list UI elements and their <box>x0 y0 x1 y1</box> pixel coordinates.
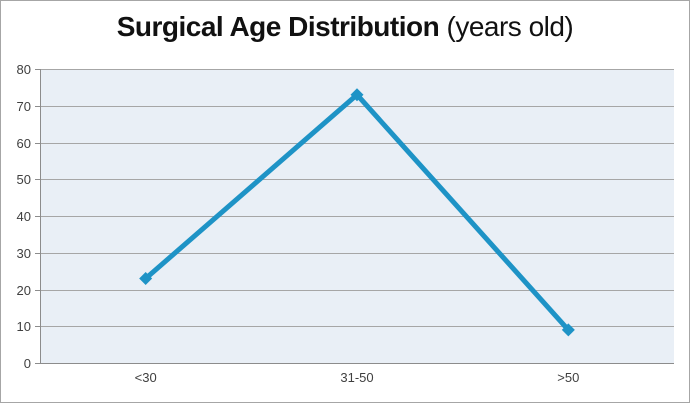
y-axis-tick-label: 0 <box>24 356 31 371</box>
chart-title: Surgical Age Distribution (years old) <box>1 11 689 43</box>
y-axis-tick-label: 80 <box>17 62 31 77</box>
data-point-marker <box>139 271 153 285</box>
chart-title-suffix: (years old) <box>439 11 574 42</box>
y-axis-tick-label: 70 <box>17 99 31 114</box>
y-axis-tick-label: 30 <box>17 246 31 261</box>
y-axis-tick-label: 10 <box>17 319 31 334</box>
y-axis-tick-label: 60 <box>17 136 31 151</box>
data-point-marker <box>561 323 575 337</box>
x-axis-category-label: <30 <box>135 370 157 385</box>
y-axis-tick-label: 40 <box>17 209 31 224</box>
data-point-marker <box>350 88 364 102</box>
x-axis-category-label: 31-50 <box>340 370 373 385</box>
chart-title-main: Surgical Age Distribution <box>116 11 440 42</box>
x-axis-category-label: >50 <box>557 370 579 385</box>
y-axis-tick-label: 50 <box>17 172 31 187</box>
y-axis-tick-label: 20 <box>17 283 31 298</box>
